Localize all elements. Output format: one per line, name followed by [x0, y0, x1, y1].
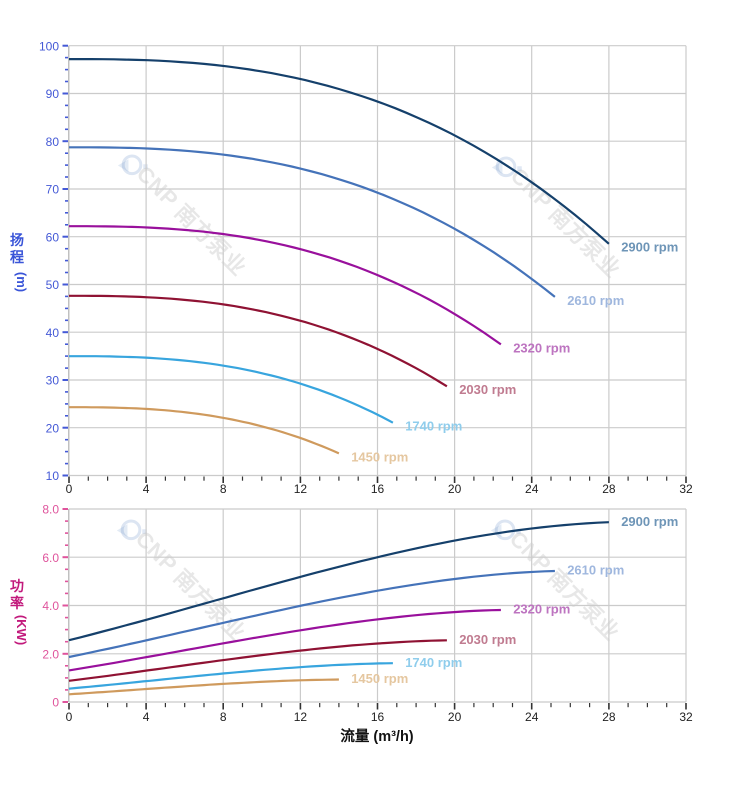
svg-text:12: 12: [294, 482, 308, 496]
svg-text:0: 0: [66, 482, 73, 496]
svg-text:28: 28: [602, 710, 616, 724]
svg-text:100: 100: [39, 39, 59, 53]
svg-text:32: 32: [679, 710, 693, 724]
svg-text:40: 40: [46, 326, 60, 340]
svg-text:24: 24: [525, 482, 539, 496]
svg-text:0: 0: [52, 696, 59, 710]
svg-text:8.0: 8.0: [42, 503, 59, 517]
svg-text:16: 16: [371, 482, 385, 496]
svg-text:90: 90: [46, 87, 60, 101]
svg-text:16: 16: [371, 710, 385, 724]
svg-text:30: 30: [46, 374, 60, 388]
svg-text:20: 20: [46, 421, 60, 435]
svg-text:(m): (m): [14, 272, 29, 292]
svg-text:2030 rpm: 2030 rpm: [459, 382, 516, 397]
svg-text:60: 60: [46, 230, 60, 244]
svg-text:1740 rpm: 1740 rpm: [405, 655, 462, 670]
svg-text:50: 50: [46, 278, 60, 292]
svg-text:24: 24: [525, 710, 539, 724]
svg-text:2610 rpm: 2610 rpm: [567, 563, 624, 578]
svg-text:1450 rpm: 1450 rpm: [351, 449, 408, 464]
svg-text:80: 80: [46, 135, 60, 149]
svg-text:2320 rpm: 2320 rpm: [513, 340, 570, 355]
svg-text:(KW): (KW): [14, 615, 29, 645]
svg-text:10: 10: [46, 469, 60, 483]
svg-text:程: 程: [10, 249, 24, 265]
svg-text:4: 4: [143, 482, 150, 496]
svg-text:70: 70: [46, 183, 60, 197]
svg-text:8: 8: [220, 710, 227, 724]
svg-text:6.0: 6.0: [42, 551, 59, 565]
svg-text:32: 32: [679, 482, 693, 496]
svg-text:20: 20: [448, 710, 462, 724]
svg-text:2900 rpm: 2900 rpm: [621, 514, 678, 529]
svg-text:1740 rpm: 1740 rpm: [405, 419, 462, 434]
svg-text:1450 rpm: 1450 rpm: [351, 671, 408, 686]
svg-text:20: 20: [448, 482, 462, 496]
svg-text:2320 rpm: 2320 rpm: [513, 602, 570, 617]
svg-text:4.0: 4.0: [42, 599, 59, 613]
svg-text:0: 0: [66, 710, 73, 724]
svg-text:流量 (m³/h): 流量 (m³/h): [340, 727, 413, 745]
svg-text:扬: 扬: [10, 232, 24, 248]
svg-text:2030 rpm: 2030 rpm: [459, 632, 516, 647]
svg-text:2610 rpm: 2610 rpm: [567, 293, 624, 308]
svg-text:8: 8: [220, 482, 227, 496]
svg-text:4: 4: [143, 710, 150, 724]
svg-text:2.0: 2.0: [42, 648, 59, 662]
svg-text:率: 率: [10, 595, 24, 611]
svg-text:功: 功: [10, 578, 24, 594]
svg-text:2900 rpm: 2900 rpm: [621, 240, 678, 255]
svg-text:12: 12: [294, 710, 308, 724]
svg-text:28: 28: [602, 482, 616, 496]
